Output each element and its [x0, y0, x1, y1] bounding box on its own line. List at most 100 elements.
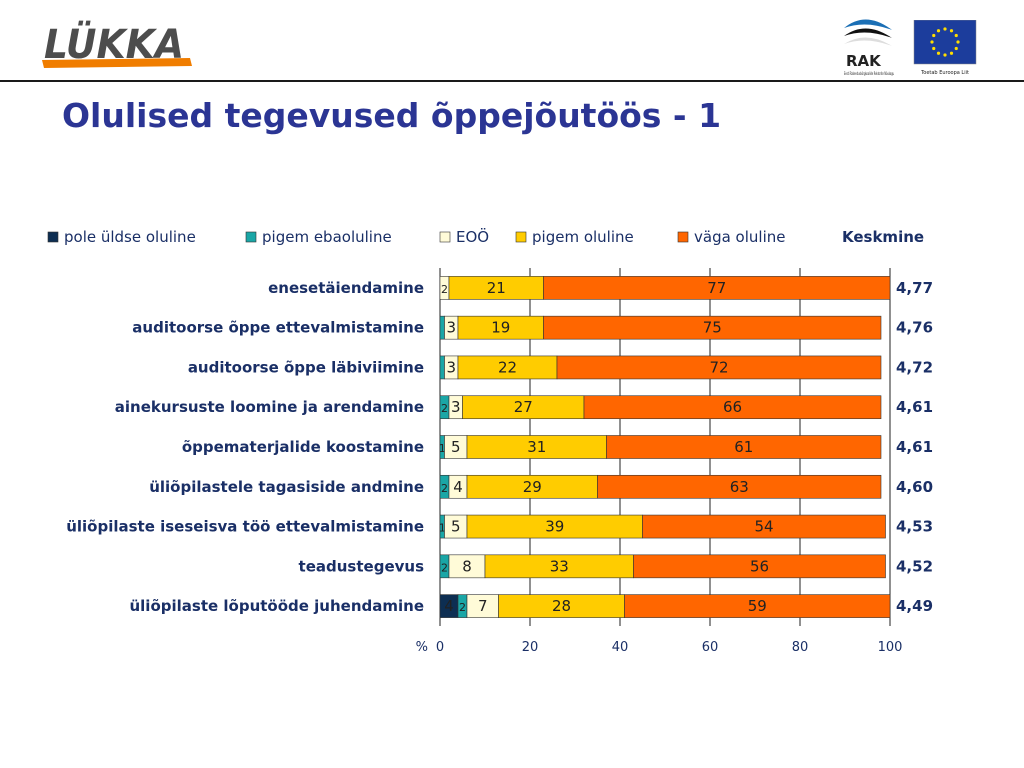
- bar-data-label: 2: [459, 601, 466, 614]
- bar-data-label: 3: [446, 319, 456, 337]
- eu-star-icon: [943, 27, 947, 31]
- x-tick-label: 80: [792, 640, 809, 655]
- eu-star-icon: [954, 33, 958, 38]
- bar-data-label: 3: [446, 358, 456, 376]
- x-tick-label: 40: [612, 640, 629, 655]
- bar-segment: [633, 554, 886, 579]
- eu-star-icon: [936, 29, 941, 33]
- bar-data-label: 7: [478, 597, 488, 615]
- bar-data-label: 2: [441, 482, 448, 495]
- bar-data-label: 39: [545, 518, 564, 536]
- rak-caption: Eesti Rakenduskõrgkoolide Rektorite Nõuk…: [844, 71, 894, 76]
- bar-data-label: 54: [754, 518, 773, 536]
- x-tick-label: 20: [522, 640, 539, 655]
- mean-value-label: 4,72: [896, 358, 933, 376]
- x-tick-label: 100: [878, 640, 903, 655]
- bar-data-label: 63: [730, 478, 749, 496]
- bar-segment: [583, 395, 882, 420]
- category-label: üliõpilaste lõputööde juhendamine: [129, 597, 424, 615]
- mean-values: 4,77 4,76 4,72 4,61 4,61 4,60 4,53 4,52 4,49: [896, 279, 933, 615]
- bar-data-label: 28: [552, 597, 571, 615]
- bar-data-label: 1: [439, 522, 446, 535]
- category-label: auditoorse õppe ettevalmistamine: [132, 319, 424, 337]
- page-title: Olulised tegevused õppejõutöös - 1: [62, 96, 722, 135]
- mean-value-label: 4,60: [896, 478, 933, 496]
- bar-segment: [597, 474, 882, 499]
- bar-segment: [439, 355, 445, 380]
- eu-star-icon: [949, 29, 954, 33]
- legend-entry: EOÖ: [456, 227, 489, 246]
- bar-data-label: 2: [441, 402, 448, 415]
- bar-segment: [543, 315, 882, 340]
- x-unit-label: %: [416, 640, 428, 655]
- eu-star-icon: [936, 51, 941, 55]
- bar-data-label: 27: [514, 398, 533, 416]
- bar-segment: [606, 435, 882, 459]
- mean-value-label: 4,77: [896, 279, 933, 297]
- category-label: auditoorse õppe läbiviimine: [188, 358, 424, 376]
- category-label: õppematerjalide koostamine: [182, 438, 424, 456]
- bar-data-label: 33: [550, 557, 569, 575]
- bar-data-label: 5: [451, 518, 461, 536]
- category-label: enesetäiendamine: [268, 279, 424, 297]
- lukka-logo: LÜKKA: [40, 14, 195, 70]
- x-axis: 0 20 40 60 80 100%: [416, 640, 903, 655]
- bar-data-label: 75: [703, 319, 722, 337]
- bar-segment: [439, 315, 445, 340]
- x-tick-label: 0: [436, 640, 444, 655]
- bar-data-label: 22: [498, 358, 517, 376]
- bar-data-label: 8: [462, 557, 472, 575]
- eu-star-icon: [956, 40, 960, 44]
- legend-entry: pigem oluline: [532, 228, 634, 246]
- bar-data-label: 66: [723, 398, 742, 416]
- bar-data-label: 1: [439, 442, 446, 455]
- bar-segment: [642, 514, 886, 539]
- chart-bars: 2 21 773 19 753 22 722 3 27 661 5 31 612 4 29 631 5 39 542…: [439, 276, 891, 618]
- category-label: ainekursuste loomine ja arendamine: [115, 398, 424, 416]
- rak-logo: RAK Eesti Rakenduskõrgkoolide Rektorite …: [836, 12, 900, 78]
- mean-value-label: 4,76: [896, 319, 933, 337]
- bar-data-label: 19: [491, 319, 510, 337]
- bar-data-label: 3: [451, 398, 461, 416]
- bar-data-label: 61: [734, 438, 753, 456]
- legend-swatch: [439, 231, 451, 243]
- bar-data-label: 4: [453, 478, 463, 496]
- mean-value-label: 4,52: [896, 557, 933, 575]
- bar-data-label: 5: [451, 438, 461, 456]
- bar-data-label: 2: [441, 283, 448, 296]
- category-label: üliõpilaste iseseisva töö ettevalmistami…: [66, 518, 424, 536]
- mean-value-label: 4,61: [896, 398, 933, 416]
- category-labels: enesetäiendamine auditoorse õppe ettevalm…: [66, 279, 424, 615]
- chart-legend: pole üldse oluline pigem ebaoluline EOÖ pig…: [47, 227, 924, 246]
- legend-entry: pole üldse oluline: [64, 228, 196, 246]
- legend-swatch: [677, 231, 689, 243]
- bar-data-label: 2: [441, 561, 448, 574]
- bar-data-label: 29: [523, 478, 542, 496]
- bar-data-label: 21: [487, 279, 506, 297]
- category-label: üliõpilastele tagasiside andmine: [149, 478, 424, 496]
- lukka-logo-text: LÜKKA: [44, 20, 184, 68]
- eu-star-icon: [930, 40, 934, 44]
- legend-keskmine: Keskmine: [842, 228, 924, 246]
- header-divider: [0, 80, 1024, 82]
- eu-caption: Toetab Euroopa Liit: [920, 70, 969, 76]
- legend-entry: väga oluline: [694, 228, 785, 246]
- legend-swatch: [515, 231, 527, 243]
- mean-value-label: 4,61: [896, 438, 933, 456]
- bar-data-label: 77: [707, 279, 726, 297]
- bar-segment: [543, 276, 891, 300]
- bar-data-label: 56: [750, 557, 769, 575]
- eu-star-icon: [943, 53, 947, 57]
- bar-data-label: 72: [709, 358, 728, 376]
- category-label: teadustegevus: [299, 557, 425, 575]
- bar-data-label: 59: [748, 597, 767, 615]
- bar-data-label: 4: [444, 597, 454, 615]
- eu-star-icon: [954, 46, 958, 51]
- legend-entry: pigem ebaoluline: [262, 228, 392, 246]
- eu-flag-logo: Toetab Euroopa Liit: [912, 19, 978, 78]
- bar-segment: [624, 594, 891, 618]
- eu-star-icon: [949, 51, 954, 55]
- legend-swatch: [47, 231, 59, 243]
- bar-segment: [556, 355, 882, 380]
